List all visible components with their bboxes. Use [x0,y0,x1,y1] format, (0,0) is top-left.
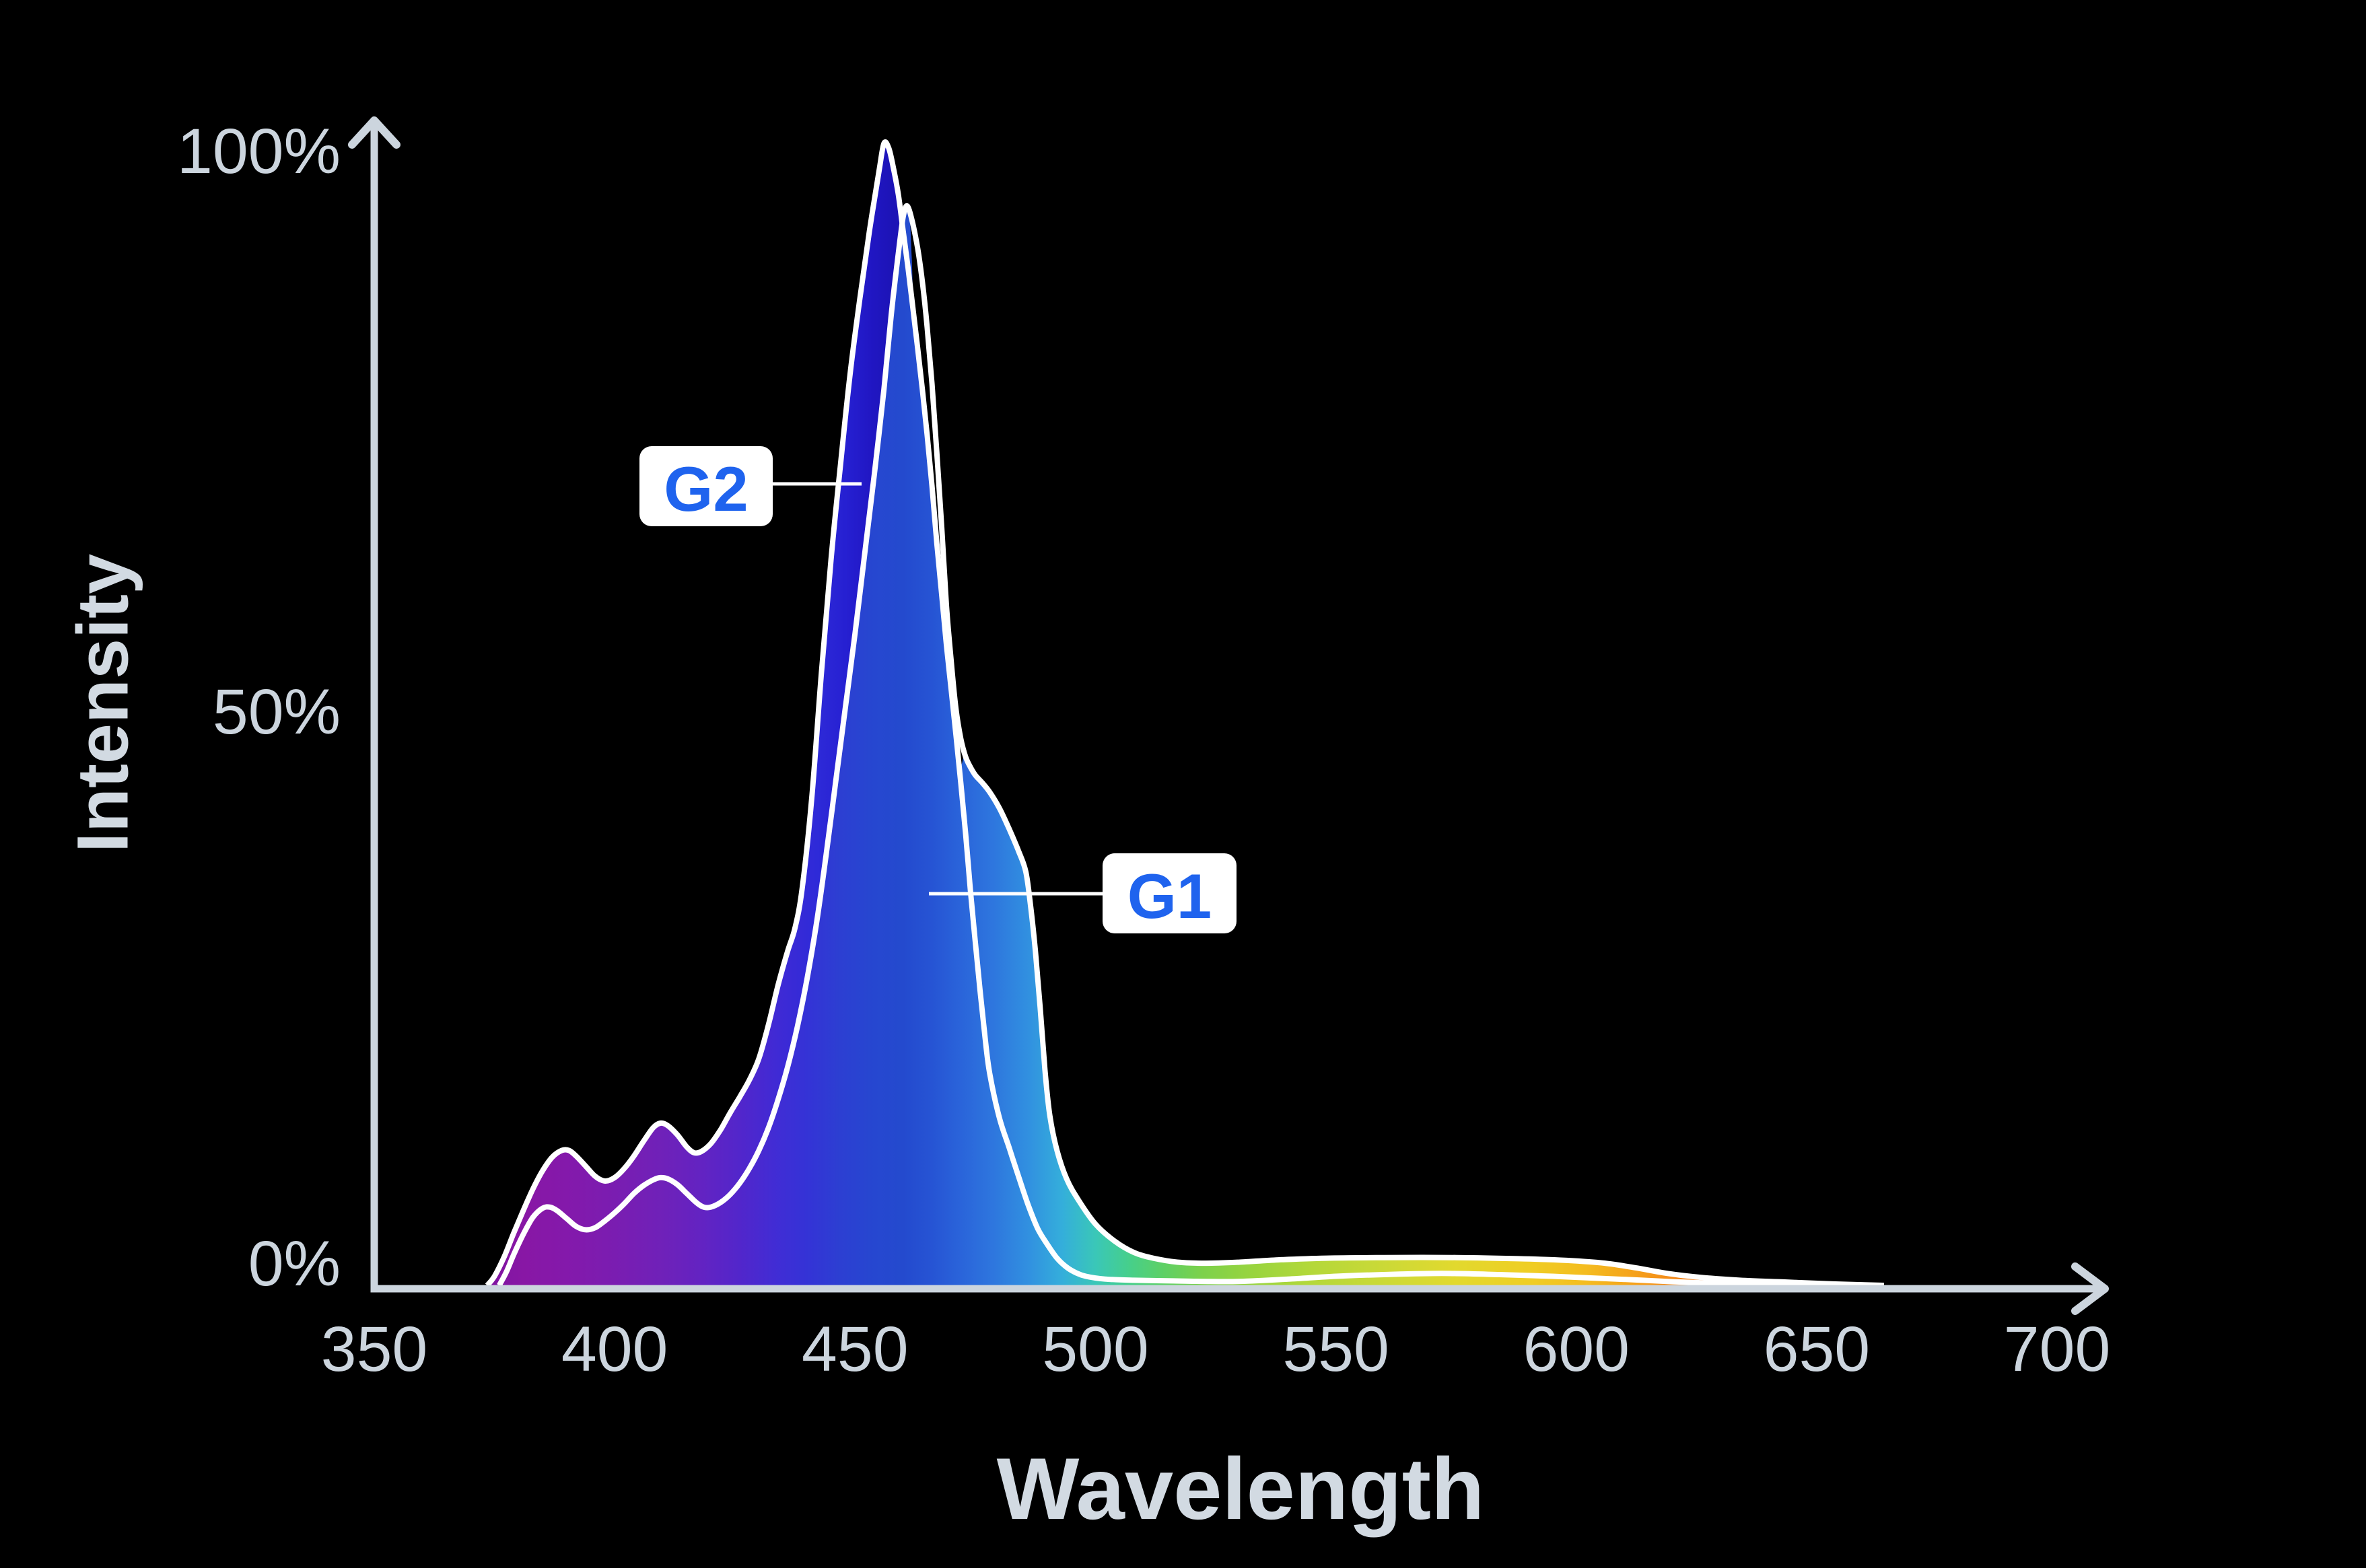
g1-area-fill [499,205,1884,1285]
x-tick-label-700: 700 [2004,1314,2111,1385]
axis-lines [370,124,2099,1293]
x-axis-title: Wavelength [997,1439,1485,1538]
g1-label-text: G1 [1127,861,1212,931]
x-tick-label-400: 400 [561,1314,668,1385]
g2-curve-outline [485,139,1850,1288]
y-axis-title: Intensity [62,554,143,853]
x-tick-label-550: 550 [1282,1314,1389,1385]
g2-label-box [639,446,773,526]
x-tick-label-600: 600 [1523,1314,1630,1385]
x-axis-arrow-icon [2071,1262,2109,1315]
g2-label-text: G2 [664,454,748,524]
x-tick-label-500: 500 [1042,1314,1149,1385]
y-tick-label-100: 100% [177,116,341,187]
g1-label-box [1103,853,1237,933]
y-axis-arrow-icon [348,116,401,149]
y-tick-label-50: 50% [213,676,341,748]
x-tick-label-350: 350 [321,1314,428,1385]
x-tick-label-450: 450 [802,1314,909,1385]
x-tick-label-650: 650 [1764,1314,1871,1385]
y-tick-label-0: 0% [248,1228,341,1299]
g1-curve-outline [497,203,1884,1288]
